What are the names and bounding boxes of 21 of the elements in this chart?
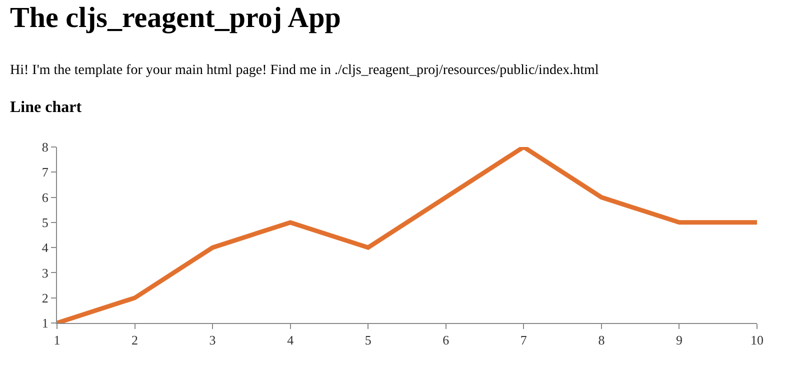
y-tick-label: 5 <box>42 214 48 230</box>
x-tick-label: 8 <box>598 332 605 348</box>
x-tick-label: 6 <box>442 332 450 348</box>
x-tick-label: 4 <box>287 332 294 348</box>
x-tick-label: 10 <box>750 332 764 348</box>
y-tick-label: 3 <box>42 265 48 280</box>
text: Line chart <box>10 99 82 116</box>
chart-title: The cljs_reagent_proj App <box>10 2 341 34</box>
y-tick-label: 2 <box>42 290 48 306</box>
x-tick-label: 5 <box>364 332 372 348</box>
chart-subtitle: Hi! I'm the template for your main html page! Find me in ./cljs_reagent_proj/resources/public/index.html <box>10 63 599 78</box>
y-tick-label: 1 <box>42 316 48 331</box>
y-tick-label: 6 <box>42 190 49 205</box>
x-tick-label: 2 <box>132 332 138 348</box>
x-tick-label: 1 <box>54 332 60 348</box>
x-tick-label: 7 <box>520 332 528 348</box>
x-tick-label: 3 <box>209 332 216 348</box>
x-tick-label: 9 <box>676 332 682 348</box>
y-tick-label: 8 <box>42 140 48 155</box>
y-tick-label: 4 <box>42 240 49 256</box>
y-tick-label: 7 <box>42 164 49 180</box>
